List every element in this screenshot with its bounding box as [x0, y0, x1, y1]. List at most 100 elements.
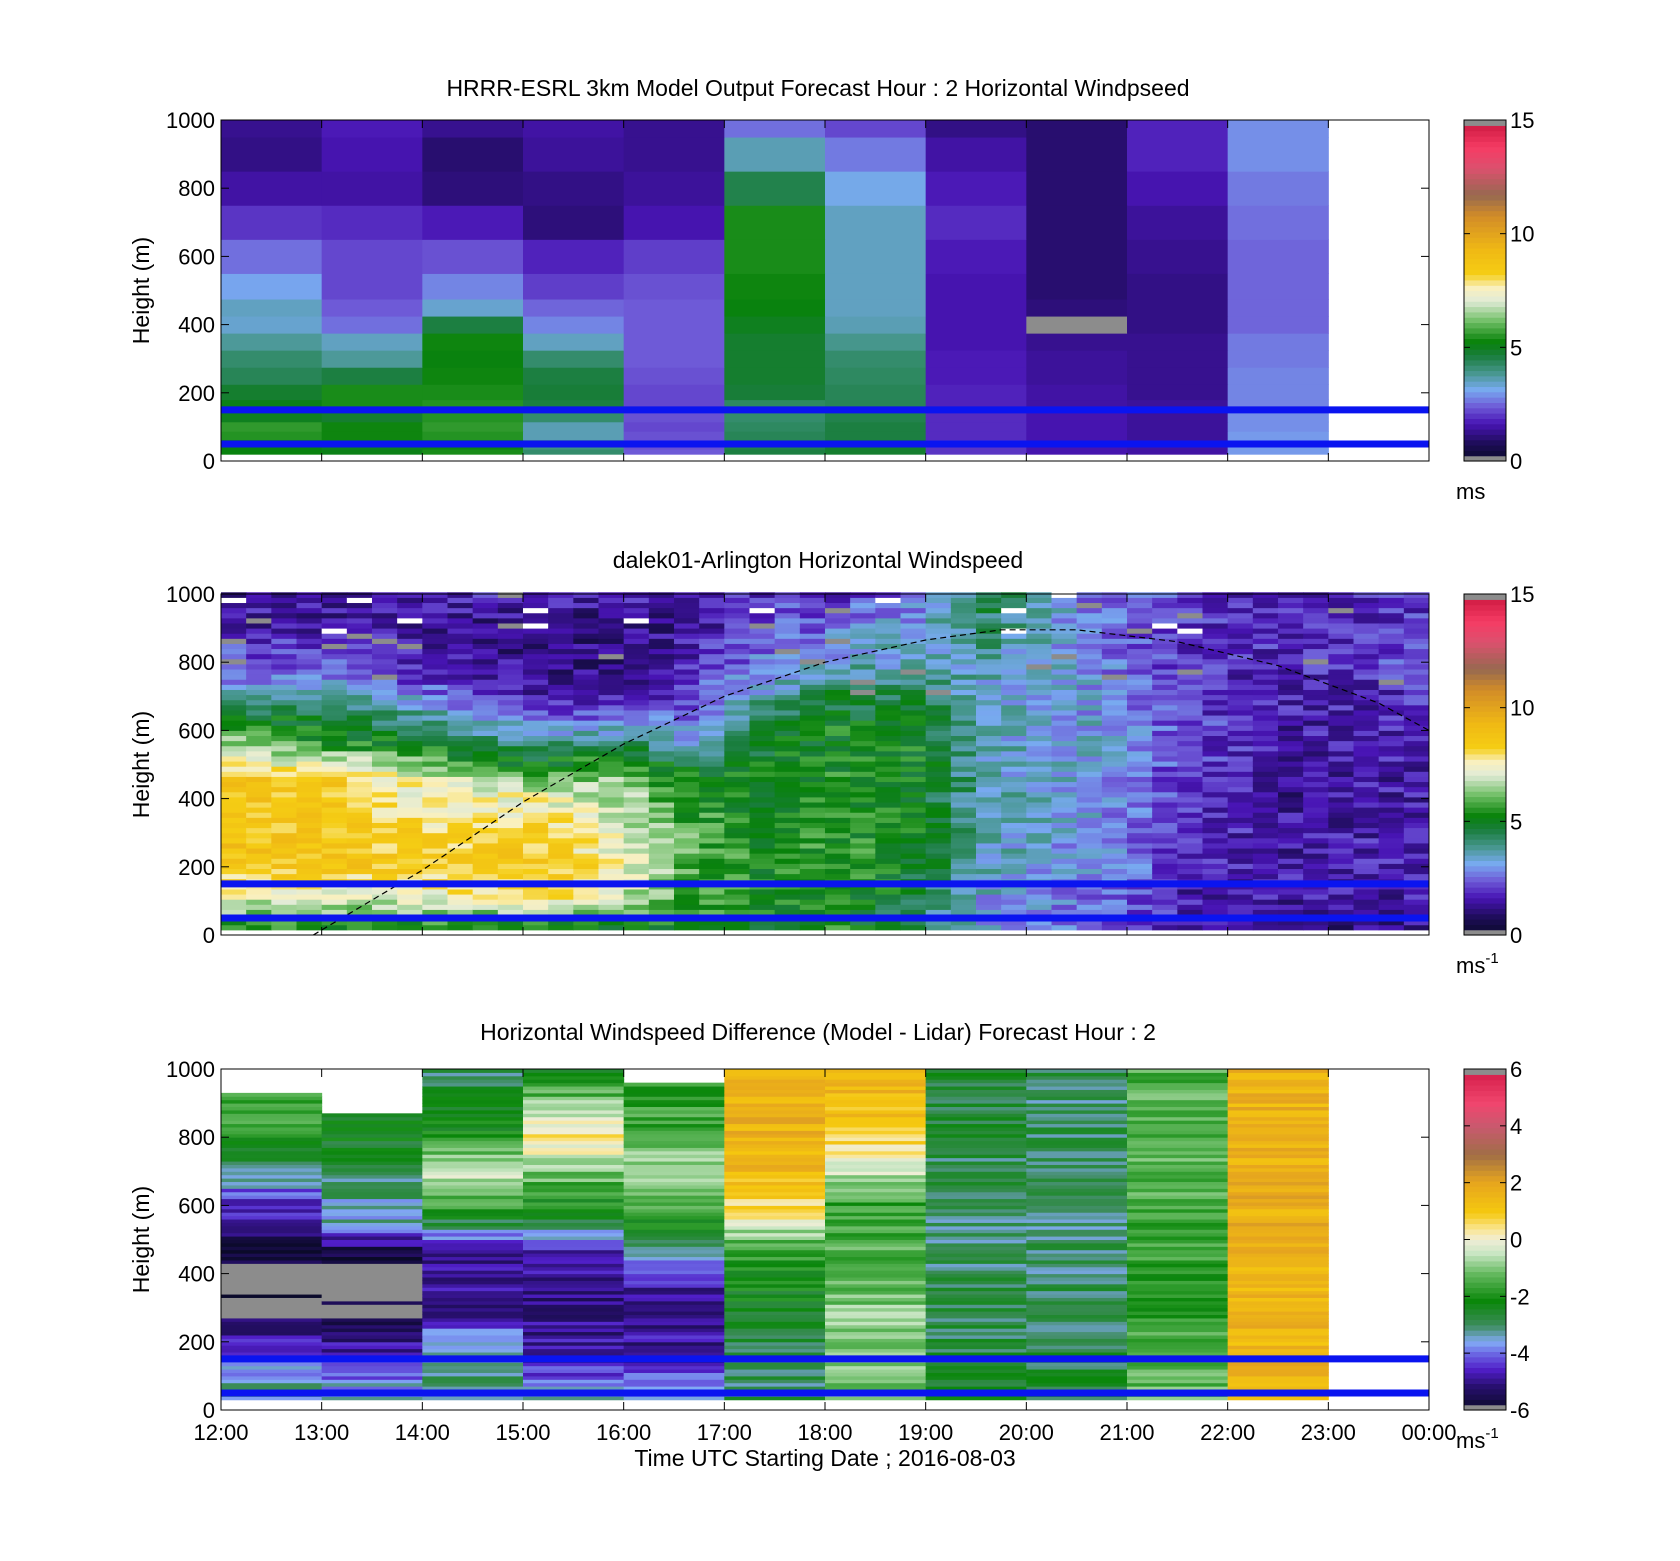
heatmap-cell [724, 273, 826, 300]
heatmap-cell [1101, 817, 1128, 823]
heatmap-cell [296, 730, 323, 737]
heatmap-cell [422, 899, 448, 905]
heatmap-cell [422, 822, 448, 829]
heatmap-cell [1403, 909, 1430, 916]
heatmap-cell [1378, 745, 1405, 752]
heatmap-cell [1051, 745, 1078, 752]
heatmap-cell [598, 617, 625, 624]
heatmap-cell [1127, 1123, 1229, 1128]
heatmap-cell [422, 205, 524, 240]
heatmap-cell [397, 832, 423, 839]
heatmap-cell [1353, 735, 1380, 742]
colorbar-segment [1464, 700, 1506, 707]
heatmap-cell [447, 781, 474, 788]
colorbar-unit: ms-1 [1456, 950, 1499, 978]
heatmap-cell [900, 699, 927, 706]
heatmap-cell [497, 658, 524, 665]
heatmap-cell [875, 602, 901, 609]
heatmap-cell [497, 648, 524, 655]
heatmap-cell [724, 1236, 826, 1240]
heatmap-cell [950, 663, 977, 670]
heatmap-cell [774, 853, 801, 859]
heatmap-cell [900, 919, 927, 926]
heatmap-cell [623, 1113, 725, 1118]
heatmap-cell [850, 863, 876, 870]
colorbar-segment [1464, 1303, 1506, 1310]
heatmap-cell [699, 894, 725, 900]
heatmap-cell [825, 1334, 927, 1339]
heatmap-cell [623, 602, 650, 609]
heatmap-cell [1227, 1300, 1329, 1305]
heatmap-cell [850, 786, 876, 793]
heatmap-cell [1001, 699, 1027, 706]
heatmap-cell [724, 873, 750, 880]
heatmap-cell [799, 735, 826, 742]
heatmap-cell [825, 1341, 927, 1346]
heatmap-cell [397, 658, 423, 665]
heatmap-cell [346, 786, 373, 793]
heatmap-cell [976, 894, 1002, 900]
heatmap-cell [724, 1259, 826, 1264]
heatmap-cell [1403, 837, 1430, 844]
heatmap-cell [1127, 1191, 1229, 1196]
heatmap-cell [825, 899, 851, 905]
heatmap-cell [1328, 888, 1354, 895]
heatmap-cell [422, 730, 448, 737]
heatmap-cell [1001, 868, 1027, 875]
heatmap-cell [221, 1348, 323, 1353]
heatmap-cell [1127, 848, 1153, 854]
heatmap-cell [925, 633, 952, 639]
heatmap-cell [1252, 868, 1279, 875]
heatmap-cell [422, 1144, 524, 1148]
heatmap-cell [925, 791, 952, 798]
heatmap-cell [925, 1321, 1027, 1326]
heatmap-cell [674, 899, 700, 905]
heatmap-cell [1202, 715, 1229, 721]
heatmap-cell [1353, 924, 1380, 931]
colorbar-segment [1464, 375, 1506, 382]
heatmap-cell [749, 602, 776, 609]
heatmap-cell [321, 1126, 423, 1131]
heatmap-cell [1353, 740, 1380, 747]
heatmap-cell [724, 1263, 826, 1268]
heatmap-cell [875, 730, 901, 737]
heatmap-cell [523, 1167, 625, 1172]
heatmap-cell [346, 832, 373, 839]
heatmap-cell [1403, 694, 1430, 701]
heatmap-cell [799, 658, 826, 665]
heatmap-cell [724, 802, 750, 808]
heatmap-cell [523, 1287, 625, 1292]
heatmap-cell [346, 827, 373, 834]
heatmap-cell [699, 740, 725, 747]
heatmap-cell [925, 1123, 1027, 1128]
heatmap-cell [774, 791, 801, 798]
heatmap-cell [724, 1352, 826, 1356]
heatmap-cell [976, 704, 1002, 711]
heatmap-cell [699, 658, 725, 665]
heatmap-cell [573, 909, 599, 916]
heatmap-cell [1026, 653, 1052, 660]
heatmap-cell [1252, 628, 1279, 634]
heatmap-cell [397, 633, 423, 639]
heatmap-cell [1378, 868, 1405, 875]
heatmap-cell [497, 771, 524, 777]
heatmap-cell [1101, 750, 1128, 757]
heatmap-cell [825, 367, 927, 385]
heatmap-cell [623, 1328, 725, 1333]
heatmap-cell [1378, 817, 1405, 823]
heatmap-cell [1127, 730, 1153, 737]
heatmap-cell [296, 633, 323, 639]
heatmap-cell [1127, 679, 1153, 685]
heatmap-cell [1328, 684, 1354, 690]
heatmap-cell [472, 863, 499, 870]
heatmap-cell [1127, 1109, 1229, 1114]
heatmap-cell [774, 755, 801, 762]
heatmap-cell [1227, 1164, 1329, 1169]
heatmap-cell [774, 602, 801, 609]
heatmap-cell [1127, 1352, 1229, 1356]
heatmap-cell [372, 679, 398, 685]
heatmap-cell [523, 858, 549, 864]
heatmap-cell [724, 1075, 826, 1080]
heatmap-cell [749, 725, 776, 731]
heatmap-cell [1403, 663, 1430, 670]
